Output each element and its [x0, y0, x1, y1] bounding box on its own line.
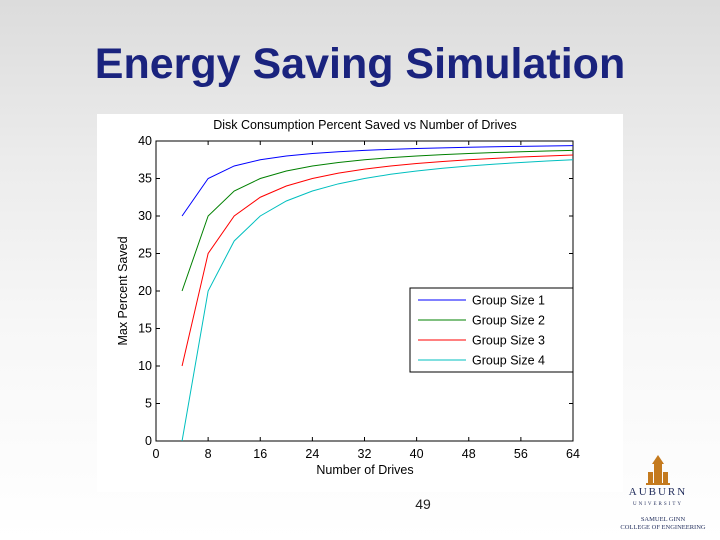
x-tick-label: 64 [566, 447, 580, 461]
legend-label-3: Group Size 3 [472, 334, 545, 348]
y-tick-label: 10 [138, 359, 152, 373]
legend-label-4: Group Size 4 [472, 354, 545, 368]
x-tick-label: 16 [253, 447, 267, 461]
y-axis-label: Max Percent Saved [116, 236, 130, 345]
y-tick-label: 35 [138, 172, 152, 186]
x-tick-label: 56 [514, 447, 528, 461]
chart-title: Disk Consumption Percent Saved vs Number… [213, 118, 517, 132]
slide-title: Energy Saving Simulation [94, 40, 626, 88]
y-tick-label: 5 [145, 397, 152, 411]
y-tick-label: 20 [138, 284, 152, 298]
x-tick-label: 48 [462, 447, 476, 461]
logo-college-line1: SAMUEL GINN [640, 516, 686, 523]
x-axis-label: Number of Drives [316, 463, 413, 477]
legend-label-1: Group Size 1 [472, 294, 545, 308]
x-tick-label: 8 [205, 447, 212, 461]
x-tick-label: 0 [153, 447, 160, 461]
logo-college-line2: COLLEGE OF ENGINEERING [620, 524, 706, 531]
x-tick-label: 24 [305, 447, 319, 461]
y-tick-label: 25 [138, 247, 152, 261]
y-tick-label: 30 [138, 209, 152, 223]
y-tick-label: 15 [138, 322, 152, 336]
tiger-tower-emblem-icon [646, 455, 670, 485]
legend-box [409, 287, 574, 373]
y-tick-label: 40 [138, 134, 152, 148]
y-tick-label: 0 [145, 434, 152, 448]
line-chart: Disk Consumption Percent Saved vs Number… [116, 118, 580, 477]
logo-wordmark: AUBURN [628, 486, 688, 498]
series-line-1 [181, 145, 574, 217]
series-line-2 [181, 149, 574, 292]
logo-subtitle: UNIVERSITY [633, 502, 683, 507]
university-logo: AUBURN UNIVERSITY SAMUEL GINN COLLEGE OF… [608, 454, 718, 538]
x-tick-label: 40 [410, 447, 424, 461]
series-line-4 [181, 159, 574, 442]
x-tick-label: 32 [358, 447, 372, 461]
page-number: 49 [415, 496, 431, 512]
series-line-3 [181, 154, 574, 367]
chart-figure: Disk Consumption Percent Saved vs Number… [97, 114, 623, 492]
legend-label-2: Group Size 2 [472, 314, 545, 328]
